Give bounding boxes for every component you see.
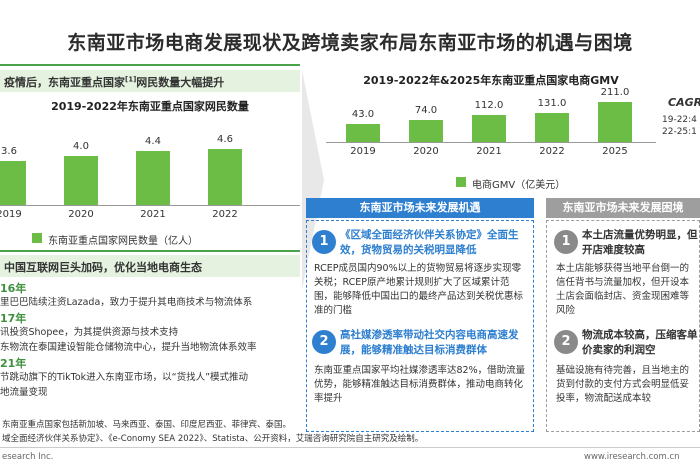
right-legend-swatch (456, 177, 466, 187)
opportunity-title: 高社媒渗透率带动社交内容电商高速发展，能够精准触达目标消费群体 (340, 329, 519, 356)
left-band-tail: 网民数量大幅提升 (136, 76, 225, 89)
opportunity-panel (306, 220, 534, 432)
cagr-line: 19-22:4 (662, 115, 697, 125)
event-text: 地流量变现 (0, 387, 48, 398)
right-bar (409, 120, 443, 142)
cagr-line: 22-25:1 (662, 127, 697, 137)
left-bar (136, 151, 170, 205)
event-year: 16年 (0, 282, 27, 295)
right-category-label: 2020 (413, 146, 439, 157)
left-bar-chart: 3.6 2019 4.0 2020 4.4 2021 4.6 2022 (0, 115, 300, 225)
footer-url[interactable]: www.iresearch.com.cn (584, 452, 680, 462)
right-data-label: 131.0 (537, 98, 567, 109)
footer-rule (0, 447, 700, 448)
left-data-label: 4.6 (217, 134, 233, 145)
right-chart-title: 2019-2022年&2025年东南亚重点国家电商GMV (363, 74, 619, 87)
right-data-label: 43.0 (351, 109, 375, 120)
left-legend-swatch (32, 233, 42, 243)
left-data-label: 4.0 (73, 141, 89, 152)
left-bar (0, 161, 26, 205)
opportunity-header: 东南亚市场未来发展机遇 (306, 198, 534, 218)
left-band-sup: [1] (125, 75, 137, 84)
opportunity-number: 2 (312, 330, 336, 354)
right-bar (535, 113, 569, 142)
left-data-label: 3.6 (1, 146, 17, 157)
difficulty-header: 东南亚市场未来发展困境 (546, 198, 700, 218)
footer-left: esearch Inc. (2, 452, 54, 462)
left-legend-label: 东南亚重点国家网民数量（亿人） (48, 236, 198, 247)
event-text: 讯投资Shopee，为其提供资源与技术支持 (0, 327, 179, 338)
right-category-label: 2025 (602, 146, 628, 157)
left-category-label: 2021 (140, 209, 166, 220)
right-category-label: 2021 (476, 146, 502, 157)
right-data-label: 112.0 (474, 100, 504, 111)
cagr-values: 19-22:4 22-25:1 (662, 114, 697, 138)
right-bar (472, 115, 506, 142)
cagr-label: CAGR (668, 96, 700, 109)
left-band-2: 中国互联网巨头加码，优化当地电商生态 (0, 255, 300, 277)
right-category-label: 2022 (539, 146, 565, 157)
left-category-label: 2020 (68, 209, 94, 220)
left-bar (208, 149, 242, 205)
event-text: 节跳动旗下的TikTok进入东南亚市场，以“货找人”模式推动 (0, 372, 248, 383)
opportunity-number: 1 (312, 230, 336, 254)
event-year: 17年 (0, 312, 27, 325)
left-baseline (0, 205, 300, 206)
difficulty-body: 本土店能够获得当地平台倒一的信任背书与流量加权，但开设本土店会面临封店、资金现困… (556, 263, 690, 316)
event-text: 东物流在泰国建设智能仓储物流中心，提升当地物流体系效率 (0, 342, 257, 353)
right-baseline (326, 142, 656, 143)
difficulty-title: 本土店流量优势明显，但开店难度较高 (582, 229, 698, 256)
left-category-label: 2019 (0, 209, 22, 220)
right-bar-chart: 43.0 2019 74.0 2020 112.0 2021 131.0 2022 211.0 2… (326, 87, 656, 172)
page-title: 东南亚市场电商发展现状及跨境卖家布局东南亚市场的机遇与困境 (67, 32, 633, 54)
difficulty-number: 2 (554, 330, 578, 354)
right-data-label: 211.0 (600, 87, 630, 98)
event-year: 21年 (0, 357, 27, 370)
right-category-label: 2019 (350, 146, 376, 157)
left-bar (64, 156, 98, 205)
difficulty-body: 基础设施有待完善，且当地主的货到付款的支付方式会明显低妥投率，物流配送成本较 (556, 365, 690, 404)
opportunity-title: 《区域全面经济伙伴关系协定》全面生效，货物贸易的关税明显降低 (340, 229, 519, 256)
left-band-text: 疫情后，东南亚重点国家 (4, 76, 125, 89)
event-text: 里巴巴陆续注资Lazada，致力于提升其电商技术与物流体系 (0, 297, 253, 308)
left-band: 疫情后，东南亚重点国家[1]网民数量大幅提升 (0, 70, 300, 92)
footnote: 域全面经济伙伴关系协定》、《e-Conomy SEA 2022》、Statist… (2, 434, 424, 444)
difficulty-title: 物流成本较高，压缩客单价卖家的利润空 (582, 329, 698, 356)
opportunity-body: 东南亚重点国家平均社媒渗透率达82%，借助流量优势，能够精准触达目标消费群体，推… (314, 365, 526, 404)
left-data-label: 4.4 (145, 136, 161, 147)
right-legend-label: 电商GMV（亿美元） (472, 180, 566, 191)
difficulty-number: 1 (554, 230, 578, 254)
right-bar (598, 102, 632, 142)
right-data-label: 74.0 (414, 105, 438, 116)
event-list: 16年 里巴巴陆续注资Lazada，致力于提升其电商技术与物流体系 17年 讯投… (0, 280, 300, 400)
footnote: 东南亚重点国家包括新加坡、马来西亚、泰国、印度尼西亚、菲律宾、泰国。 (2, 420, 292, 430)
left-mid-rule (0, 250, 300, 252)
left-top-rule (0, 64, 300, 66)
left-band-2-text: 中国互联网巨头加码，优化当地电商生态 (4, 261, 202, 274)
opportunity-body: RCEP成员国内90%以上的货物贸易将逐步实现零关税；RCEP原产地累计规则扩大… (314, 263, 524, 316)
left-chart-title: 2019-2022年东南亚重点国家网民数量 (51, 100, 249, 113)
left-category-label: 2022 (212, 209, 238, 220)
right-bar (346, 124, 380, 142)
